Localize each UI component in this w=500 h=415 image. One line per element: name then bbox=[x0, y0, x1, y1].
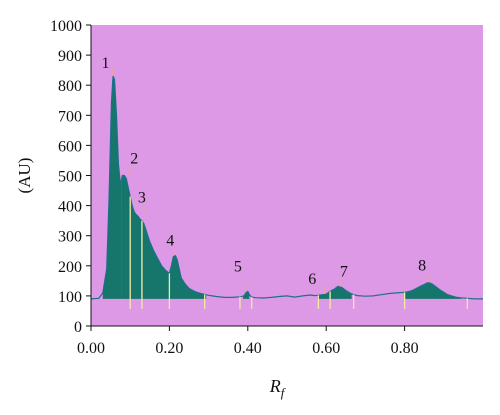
x-axis-title-main: R bbox=[269, 376, 281, 396]
y-tick-label: 700 bbox=[58, 108, 82, 125]
x-axis-title-subscript: f bbox=[281, 385, 287, 400]
y-tick-label: 900 bbox=[58, 48, 82, 65]
y-tick-label: 400 bbox=[58, 199, 82, 216]
y-tick-label: 200 bbox=[58, 259, 82, 276]
x-tick-label: 0.40 bbox=[234, 340, 262, 357]
y-tick-label: 0 bbox=[74, 319, 82, 336]
peak-fill-layer bbox=[102, 76, 462, 299]
peak-area-5 bbox=[243, 291, 250, 299]
peak-area-7 bbox=[329, 286, 352, 299]
peak-area-3 bbox=[141, 220, 170, 299]
peak-label-2: 2 bbox=[130, 151, 138, 168]
peak-label-8: 8 bbox=[418, 257, 426, 274]
peak-label-6: 6 bbox=[308, 271, 316, 288]
peak-label-1: 1 bbox=[102, 55, 110, 72]
x-tick-label: 0.60 bbox=[312, 340, 340, 357]
peak-area-2 bbox=[121, 175, 142, 299]
peak-label-3: 3 bbox=[138, 190, 146, 207]
y-tick-label: 100 bbox=[58, 289, 82, 306]
x-tick-label: 0.80 bbox=[391, 340, 419, 357]
peak-label-5: 5 bbox=[234, 258, 242, 275]
peak-label-layer: 1 2 3 4 5 6 7 8 bbox=[102, 55, 427, 288]
integration-marker-layer bbox=[111, 68, 468, 309]
peak-label-7: 7 bbox=[340, 263, 348, 280]
y-tick-label: 300 bbox=[58, 229, 82, 246]
y-axis-title: (AU) bbox=[15, 158, 34, 194]
x-axis-title: Rf bbox=[269, 376, 287, 400]
y-tick-label: 800 bbox=[58, 78, 82, 95]
y-tick-label: 500 bbox=[58, 169, 82, 186]
tick-layer: 0 100 200 300 400 500 600 700 800 900 1000 0.00 0.20… bbox=[50, 18, 419, 357]
x-tick-label: 0.20 bbox=[155, 340, 183, 357]
chromatogram-trace bbox=[90, 73, 483, 300]
y-tick-label: 600 bbox=[58, 138, 82, 155]
y-tick-label: 1000 bbox=[50, 18, 82, 35]
x-tick-label: 0.00 bbox=[77, 340, 105, 357]
peak-area-6 bbox=[317, 291, 330, 299]
peak-label-4: 4 bbox=[166, 232, 174, 249]
